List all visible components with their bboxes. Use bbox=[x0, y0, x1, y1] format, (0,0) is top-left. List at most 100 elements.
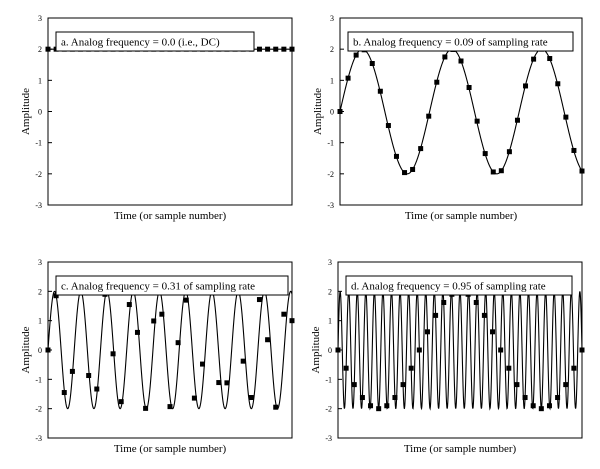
sample-point-b bbox=[490, 169, 496, 175]
sample-point-c bbox=[248, 395, 254, 401]
sample-point-c bbox=[134, 329, 140, 335]
y-tick-label-b: 1 bbox=[330, 76, 334, 85]
sample-point-d bbox=[433, 312, 439, 318]
y-tick-label-d: 0 bbox=[328, 346, 332, 355]
title-box-d bbox=[345, 275, 573, 296]
sample-point-a bbox=[265, 46, 271, 52]
sample-point-c bbox=[183, 297, 189, 303]
x-axis-label-c: Time (or sample number) bbox=[114, 443, 227, 455]
sample-point-d bbox=[498, 347, 504, 353]
sample-point-d bbox=[400, 382, 406, 388]
sample-point-d bbox=[343, 365, 349, 371]
y-axis-label-a: Amplitude bbox=[20, 88, 32, 135]
y-tick-label-b: 2 bbox=[330, 45, 334, 54]
sample-point-b bbox=[466, 85, 472, 90]
y-tick-label-d: -1 bbox=[325, 375, 332, 384]
sample-point-c bbox=[240, 358, 246, 364]
sample-point-c bbox=[151, 318, 157, 324]
sample-point-d bbox=[335, 347, 341, 353]
y-tick-label-c: 2 bbox=[38, 287, 42, 296]
sample-point-b bbox=[369, 61, 375, 66]
sample-point-b bbox=[514, 117, 520, 123]
y-tick-label-c: 3 bbox=[38, 258, 42, 267]
sample-point-d bbox=[579, 347, 585, 353]
y-tick-label-a: -3 bbox=[35, 201, 42, 210]
sample-point-a bbox=[281, 46, 287, 52]
analog-signal-curve-c bbox=[47, 290, 293, 410]
y-tick-label-a: 2 bbox=[38, 45, 42, 54]
sample-point-b bbox=[531, 56, 537, 62]
y-axis-label-d: Amplitude bbox=[310, 326, 322, 373]
sample-point-d bbox=[359, 395, 365, 401]
sample-point-b bbox=[426, 113, 432, 119]
y-tick-label-d: -2 bbox=[325, 405, 332, 414]
y-tick-label-a: 0 bbox=[38, 108, 42, 117]
sample-point-b bbox=[474, 118, 480, 124]
y-tick-label-b: -1 bbox=[327, 139, 334, 148]
analog-signal-curve-b bbox=[339, 48, 583, 175]
y-tick-label-c: -1 bbox=[35, 375, 42, 384]
sample-point-c bbox=[110, 351, 116, 357]
sample-point-b bbox=[402, 170, 408, 176]
sample-point-d bbox=[555, 395, 561, 401]
sample-point-d bbox=[563, 382, 569, 388]
chart-title-c: c. Analog frequency = 0.31 of sampling r… bbox=[61, 281, 255, 293]
sample-point-c bbox=[175, 340, 181, 346]
y-tick-label-c: -2 bbox=[35, 405, 42, 414]
sample-point-d bbox=[376, 406, 382, 412]
y-tick-label-c: -3 bbox=[35, 434, 42, 443]
sample-point-d bbox=[546, 403, 552, 409]
sample-point-b bbox=[418, 146, 424, 152]
sample-point-c bbox=[281, 311, 287, 317]
sample-point-b bbox=[498, 168, 504, 174]
sample-point-d bbox=[514, 382, 520, 388]
sample-point-b bbox=[547, 56, 553, 62]
y-axis-label-c: Amplitude bbox=[20, 326, 32, 373]
sample-point-b bbox=[571, 147, 577, 153]
sample-point-c bbox=[159, 311, 165, 317]
y-tick-label-a: 3 bbox=[38, 14, 42, 23]
x-axis-label-b: Time (or sample number) bbox=[405, 210, 518, 222]
title-box-a bbox=[55, 31, 255, 52]
sample-point-d bbox=[538, 406, 544, 412]
title-box-c bbox=[55, 275, 289, 296]
sample-point-b bbox=[337, 109, 343, 114]
sample-point-d bbox=[571, 365, 577, 371]
sample-point-b bbox=[442, 54, 448, 60]
sample-point-c bbox=[216, 380, 222, 386]
chart-panel-d: 3 2 1 0 -1 -2 -3 Amplitude Time (or sample numbe… bbox=[310, 258, 585, 455]
y-tick-label-d: -3 bbox=[325, 434, 332, 443]
sample-point-c bbox=[256, 297, 262, 303]
sample-point-b bbox=[579, 168, 585, 174]
sample-point-b bbox=[506, 149, 512, 155]
sample-point-d bbox=[416, 347, 422, 353]
sample-point-a bbox=[273, 46, 279, 52]
sample-point-b bbox=[458, 58, 464, 64]
sample-point-d bbox=[490, 329, 496, 335]
sample-point-b bbox=[523, 83, 529, 89]
y-tick-label-d: 1 bbox=[328, 317, 332, 326]
sample-point-b bbox=[563, 114, 569, 120]
sample-point-c bbox=[265, 337, 271, 343]
x-axis-label-d: Time (or sample number) bbox=[404, 443, 517, 455]
sample-point-d bbox=[506, 365, 512, 371]
chart-panel-a: 3 2 1 0 -1 -2 -3 Amplitude Time (or sample numbe… bbox=[20, 14, 295, 222]
chart-title-a: a. Analog frequency = 0.0 (i.e., DC) bbox=[61, 37, 220, 49]
y-tick-label-a: -2 bbox=[35, 170, 42, 179]
chart-panel-c: 3 2 1 0 -1 -2 -3 Amplitude Time (or sample numbe… bbox=[20, 258, 295, 455]
y-tick-label-a: 1 bbox=[38, 76, 42, 85]
sample-point-b bbox=[410, 166, 416, 172]
sample-point-d bbox=[351, 382, 357, 388]
chart-title-b: b. Analog frequency = 0.09 of sampling r… bbox=[353, 37, 548, 49]
sample-point-b bbox=[345, 75, 351, 81]
sample-point-d bbox=[481, 312, 487, 318]
y-tick-label-b: -2 bbox=[327, 170, 334, 179]
sample-point-d bbox=[441, 299, 447, 305]
sample-point-b bbox=[555, 81, 561, 87]
y-tick-label-c: 1 bbox=[38, 317, 42, 326]
y-tick-label-a: -1 bbox=[35, 139, 42, 148]
sample-point-c bbox=[53, 293, 59, 299]
sample-point-c bbox=[118, 399, 124, 405]
sample-point-b bbox=[377, 88, 383, 94]
